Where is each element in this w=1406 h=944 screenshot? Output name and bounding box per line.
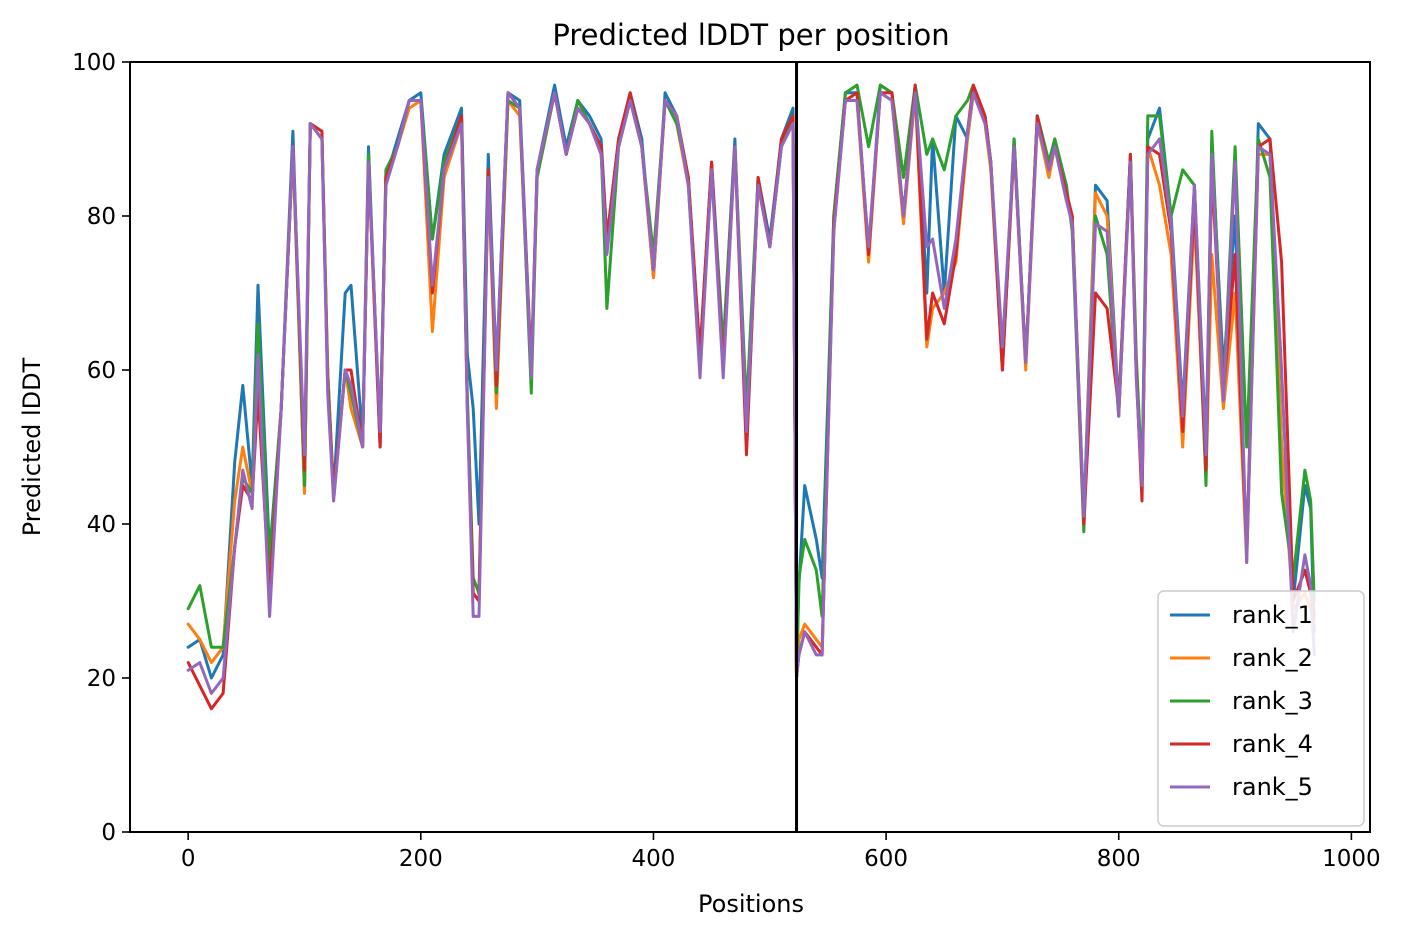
y-tick-label: 80 <box>87 204 116 230</box>
legend-label: rank_1 <box>1232 601 1313 629</box>
x-tick-label: 1000 <box>1322 846 1381 872</box>
y-axis-label: Predicted lDDT <box>18 357 46 536</box>
y-tick-label: 20 <box>87 666 116 692</box>
legend-item-rank-3: rank_3 <box>1170 687 1313 715</box>
legend: rank_1 rank_2 rank_3 rank_4 rank_5 <box>1157 590 1365 827</box>
x-axis: 0 200 400 600 800 1000 <box>181 832 1381 872</box>
legend-item-rank-4: rank_4 <box>1170 730 1313 758</box>
y-axis: 0 20 40 60 80 100 <box>72 50 130 846</box>
x-tick-label: 400 <box>631 846 675 872</box>
chart-title: Predicted lDDT per position <box>552 18 949 52</box>
x-tick-label: 800 <box>1097 846 1141 872</box>
y-tick-label: 0 <box>101 820 116 846</box>
legend-label: rank_4 <box>1232 730 1313 758</box>
axes-frame <box>129 61 1371 833</box>
y-tick-label: 40 <box>87 512 116 538</box>
legend-item-rank-1: rank_1 <box>1170 601 1313 629</box>
x-tick-label: 0 <box>181 846 196 872</box>
y-tick-label: 60 <box>87 358 116 384</box>
x-tick-label: 200 <box>399 846 443 872</box>
legend-label: rank_2 <box>1232 644 1313 672</box>
legend-box <box>1157 590 1365 827</box>
y-tick-label: 100 <box>72 50 116 76</box>
x-axis-label: Positions <box>698 890 804 918</box>
legend-label: rank_5 <box>1232 773 1313 801</box>
x-tick-label: 600 <box>864 846 908 872</box>
series-layer <box>186 83 1316 711</box>
series-line-rank-5 <box>186 91 1316 695</box>
legend-item-rank-5: rank_5 <box>1170 773 1313 801</box>
legend-label: rank_3 <box>1232 687 1313 715</box>
legend-item-rank-2: rank_2 <box>1170 644 1313 672</box>
